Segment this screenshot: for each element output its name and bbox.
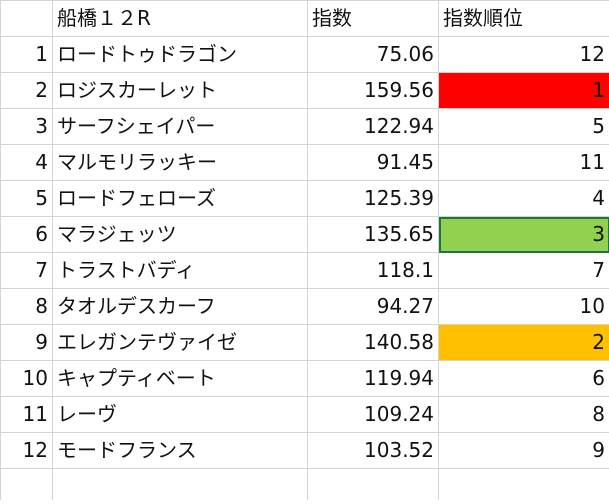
horse-name-cell[interactable]: キャプティベート	[52, 360, 308, 397]
index-header-cell[interactable]: 指数	[307, 0, 439, 37]
table-row: 12 モードフランス 103.52 9	[0, 432, 609, 469]
horse-name-cell[interactable]: エレガンテヴァイゼ	[52, 324, 308, 361]
index-value-cell[interactable]: 135.65	[307, 216, 439, 253]
index-value-cell[interactable]: 140.58	[307, 324, 439, 361]
header-row: 船橋１２R 指数 指数順位	[0, 0, 609, 37]
empty-cell[interactable]	[52, 468, 308, 500]
index-value-cell[interactable]: 91.45	[307, 144, 439, 181]
horse-name-cell[interactable]: レーヴ	[52, 396, 308, 433]
horse-number-cell[interactable]: 10	[0, 360, 53, 397]
table-row: 1 ロードトゥドラゴン 75.06 12	[0, 36, 609, 73]
rank-value-cell[interactable]: 8	[438, 396, 609, 433]
table-row: 11 レーヴ 109.24 8	[0, 396, 609, 433]
index-value-cell[interactable]: 109.24	[307, 396, 439, 433]
rank-value-cell[interactable]: 6	[438, 360, 609, 397]
table-row: 7 トラストバディ 118.1 7	[0, 252, 609, 289]
index-value-cell[interactable]: 125.39	[307, 180, 439, 217]
table-row: 2 ロジスカーレット 159.56 1	[0, 72, 609, 109]
index-value-cell[interactable]: 103.52	[307, 432, 439, 469]
empty-cell[interactable]	[307, 468, 439, 500]
index-value-cell[interactable]: 118.1	[307, 252, 439, 289]
table-row: 3 サーフシェイパー 122.94 5	[0, 108, 609, 145]
empty-cell[interactable]	[0, 468, 53, 500]
horse-name-cell[interactable]: ロードトゥドラゴン	[52, 36, 308, 73]
rank-value-cell[interactable]: 5	[438, 108, 609, 145]
rank-value-cell[interactable]: 10	[438, 288, 609, 325]
index-value-cell[interactable]: 159.56	[307, 72, 439, 109]
rank-value-cell[interactable]: 12	[438, 36, 609, 73]
table-row: 4 マルモリラッキー 91.45 11	[0, 144, 609, 181]
horse-number-cell[interactable]: 6	[0, 216, 53, 253]
horse-number-cell[interactable]: 2	[0, 72, 53, 109]
rank-value-cell-third-selected[interactable]: 3	[438, 216, 609, 253]
horse-number-cell[interactable]: 11	[0, 396, 53, 433]
rank-header-cell[interactable]: 指数順位	[438, 0, 609, 37]
rank-value-cell[interactable]: 4	[438, 180, 609, 217]
horse-number-cell[interactable]: 4	[0, 144, 53, 181]
index-value-cell[interactable]: 119.94	[307, 360, 439, 397]
horse-name-cell[interactable]: マルモリラッキー	[52, 144, 308, 181]
horse-name-cell[interactable]: モードフランス	[52, 432, 308, 469]
cell-header-blank[interactable]	[0, 0, 53, 37]
race-title-cell[interactable]: 船橋１２R	[52, 0, 308, 37]
empty-cell[interactable]	[438, 468, 609, 500]
rank-value-cell[interactable]: 7	[438, 252, 609, 289]
rank-value-cell-first[interactable]: 1	[438, 72, 609, 109]
horse-name-cell[interactable]: サーフシェイパー	[52, 108, 308, 145]
horse-name-cell[interactable]: トラストバディ	[52, 252, 308, 289]
horse-number-cell[interactable]: 8	[0, 288, 53, 325]
empty-row	[0, 468, 609, 500]
horse-number-cell[interactable]: 9	[0, 324, 53, 361]
horse-number-cell[interactable]: 1	[0, 36, 53, 73]
rank-value-cell[interactable]: 11	[438, 144, 609, 181]
table-row: 9 エレガンテヴァイゼ 140.58 2	[0, 324, 609, 361]
horse-name-cell[interactable]: マラジェッツ	[52, 216, 308, 253]
index-value-cell[interactable]: 94.27	[307, 288, 439, 325]
index-value-cell[interactable]: 122.94	[307, 108, 439, 145]
index-value-cell[interactable]: 75.06	[307, 36, 439, 73]
table-row: 10 キャプティベート 119.94 6	[0, 360, 609, 397]
table-row: 5 ロードフェローズ 125.39 4	[0, 180, 609, 217]
rank-value-cell[interactable]: 9	[438, 432, 609, 469]
horse-number-cell[interactable]: 5	[0, 180, 53, 217]
rank-value-cell-second[interactable]: 2	[438, 324, 609, 361]
table-row: 8 タオルデスカーフ 94.27 10	[0, 288, 609, 325]
horse-number-cell[interactable]: 7	[0, 252, 53, 289]
horse-number-cell[interactable]: 12	[0, 432, 53, 469]
horse-number-cell[interactable]: 3	[0, 108, 53, 145]
horse-name-cell[interactable]: タオルデスカーフ	[52, 288, 308, 325]
horse-name-cell[interactable]: ロードフェローズ	[52, 180, 308, 217]
horse-name-cell[interactable]: ロジスカーレット	[52, 72, 308, 109]
table-row: 6 マラジェッツ 135.65 3	[0, 216, 609, 253]
